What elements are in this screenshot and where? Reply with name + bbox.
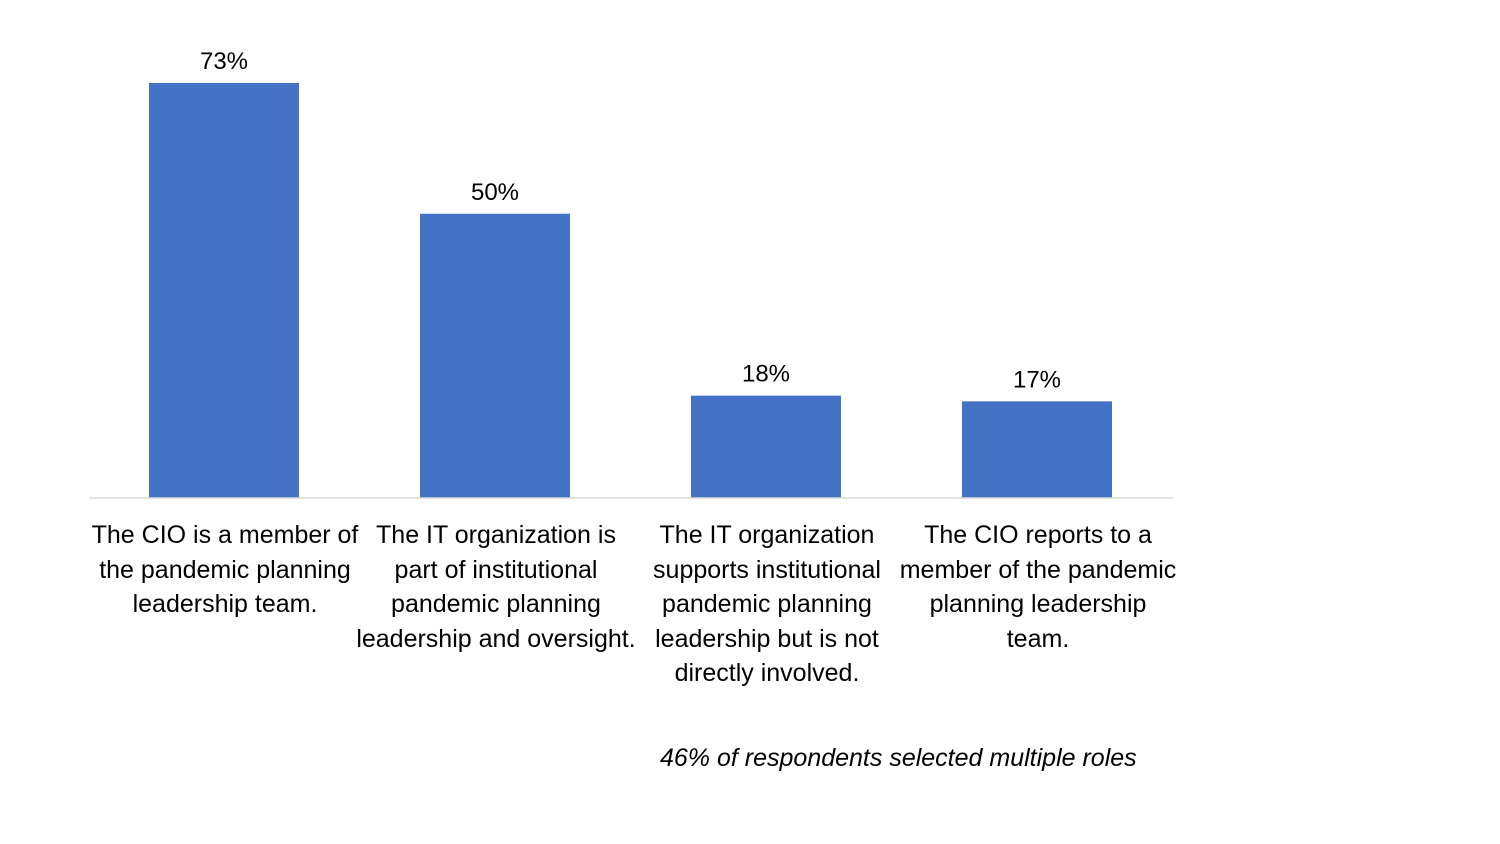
bar-1 (149, 83, 299, 498)
footnote: 46% of respondents selected multiple rol… (660, 744, 1137, 772)
data-label-3: 18% (742, 361, 790, 388)
category-label-2: The IT organization is part of instituti… (356, 521, 636, 653)
category-label-1: The CIO is a member of the pandemic plan… (91, 521, 359, 618)
data-label-2: 50% (471, 179, 519, 206)
category-label-4: The CIO reports to a member of the pande… (899, 521, 1177, 653)
bar-3 (691, 395, 841, 498)
category-label-3: The IT organization supports institution… (653, 521, 881, 687)
bar-2 (420, 213, 570, 498)
data-label-1: 73% (200, 48, 248, 75)
bar-4 (962, 401, 1112, 498)
data-label-4: 17% (1013, 366, 1061, 393)
